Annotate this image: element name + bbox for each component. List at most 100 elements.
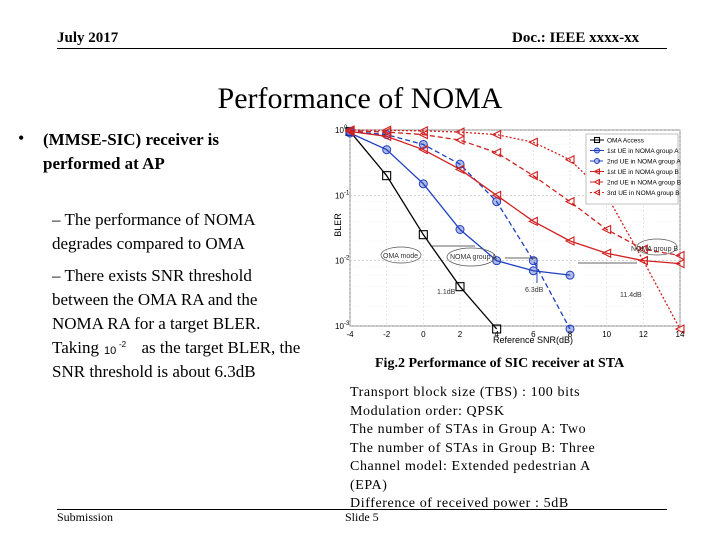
data-point <box>455 282 465 292</box>
param-line: (EPA) <box>350 477 388 493</box>
annot-oma: OMA mode <box>383 253 418 260</box>
legend-marker <box>594 147 600 154</box>
legend-label: 1st UE in NOMA group B <box>607 169 679 176</box>
annot-6-3db: 6.3dB <box>525 287 544 294</box>
y-tick-exponent: -3 <box>344 321 350 327</box>
data-point <box>674 258 685 269</box>
x-tick-label: 2 <box>458 330 463 339</box>
data-point <box>382 171 392 181</box>
series-line <box>349 131 498 330</box>
x-tick-label: 14 <box>676 330 685 339</box>
series-line <box>349 129 681 330</box>
y-axis-label: BLER <box>333 213 343 237</box>
footer-submission: Submission <box>57 510 114 524</box>
inline-formula-base: 10 <box>104 345 116 357</box>
legend-label: 3rd UE in NOMA group B <box>607 190 680 197</box>
series-line <box>349 130 681 257</box>
data-point <box>491 129 502 140</box>
data-point <box>528 170 538 181</box>
legend: OMA Access 1st UE in NOMA group A 2nd UE i… <box>590 136 681 197</box>
header-date: July 2017 <box>57 30 119 46</box>
bullet-marker: • <box>18 128 25 148</box>
data-point <box>564 154 575 165</box>
oma-ellipse <box>380 246 422 264</box>
data-point <box>638 244 648 255</box>
data-point <box>564 236 575 246</box>
x-tick-label: 4 <box>494 330 499 339</box>
param-line: Transport block size (TBS) : 100 bits <box>350 385 581 400</box>
y-tick-label: 10 <box>335 322 344 331</box>
data-point <box>455 224 465 234</box>
data-point <box>601 248 612 259</box>
param-line: Modulation order: QPSK <box>350 403 505 419</box>
legend-label: 1st UE in NOMA group A <box>607 148 679 155</box>
y-tick-exponent: -2 <box>344 256 350 262</box>
x-tick-label: 8 <box>568 330 573 339</box>
data-point <box>492 324 502 334</box>
noma-b-ellipse <box>636 238 678 256</box>
data-point <box>418 125 428 136</box>
bullet-main: (MMSE-SIC) receiver is performed at AP <box>43 130 219 173</box>
legend-marker <box>593 136 601 144</box>
x-tick-label: 10 <box>602 330 611 339</box>
y-tick-exponent: -1 <box>344 190 350 196</box>
data-point <box>454 164 465 175</box>
data-point <box>528 137 538 148</box>
param-line: Difference of received power : 5dB <box>350 496 569 511</box>
data-point <box>491 147 502 158</box>
x-axis-label: Reference SNR(dB) <box>493 335 573 345</box>
data-point <box>418 179 428 189</box>
data-point <box>418 144 428 155</box>
inline-formula-exp: -2 <box>119 340 127 349</box>
annotations: OMA mode NOMA group A NOMA group B 1.1dB… <box>380 238 678 299</box>
figure-caption: Fig.2 Performance of SIC receiver at STA <box>375 356 625 371</box>
y-tick-label: 10 <box>335 126 344 135</box>
data-point <box>564 196 575 207</box>
inline-formula: 10 -2 <box>104 340 127 357</box>
legend-frame <box>585 133 679 205</box>
annot-1-1db: 1.1dB <box>437 289 456 296</box>
legend-label: OMA Access <box>607 138 645 145</box>
param-line: The number of STAs in Group A: Two <box>350 422 587 437</box>
sub-bullet-2-text-b: as the target BLER, the SNR threshold is… <box>52 338 301 381</box>
x-tick-label: 6 <box>531 330 536 339</box>
y-tick-label: 10 <box>335 191 344 200</box>
legend-marker <box>594 158 600 164</box>
series-line <box>349 130 681 265</box>
data-point <box>382 145 392 155</box>
series-layer <box>344 125 685 334</box>
data-point <box>638 255 648 266</box>
data-point <box>454 127 465 137</box>
data-point <box>454 135 465 146</box>
param-line: The number of STAs in Group B: Three <box>350 440 596 456</box>
annot-noma-b: NOMA group B <box>631 246 678 253</box>
data-point <box>491 190 502 201</box>
footer-slide-number: Slide 5 <box>345 510 379 524</box>
sub-bullet-1: – The performance of NOMA degrades compa… <box>52 210 255 253</box>
param-line: Channel model: Extended pedestrian A <box>350 459 591 474</box>
sub-bullet-2: – There exists SNR threshold between the… <box>52 264 302 384</box>
y-tick-label: 10 <box>335 257 344 266</box>
data-point <box>565 270 575 280</box>
data-point <box>418 230 428 240</box>
header-rule <box>57 48 667 49</box>
data-point <box>601 224 612 235</box>
series-line <box>349 132 571 276</box>
data-point <box>344 125 355 135</box>
annot-noma-a: NOMA group A <box>450 254 497 261</box>
sub-bullet-2-text-a: – There exists SNR threshold between the… <box>52 266 261 357</box>
data-point <box>381 125 392 136</box>
annot-11-4db: 11.4dB <box>620 292 642 299</box>
x-tick-label: 12 <box>639 330 648 339</box>
legend-marker <box>593 178 601 186</box>
x-tick-label: -4 <box>346 330 354 339</box>
data-point <box>528 216 538 227</box>
slide-title: Performance of NOMA <box>217 82 503 115</box>
data-point <box>674 250 685 261</box>
noma-a-ellipse <box>446 247 496 267</box>
x-tick-label: -2 <box>383 330 391 339</box>
y-tick-exponent: 0 <box>344 125 348 131</box>
legend-label: 2nd UE in NOMA group A <box>607 159 681 166</box>
